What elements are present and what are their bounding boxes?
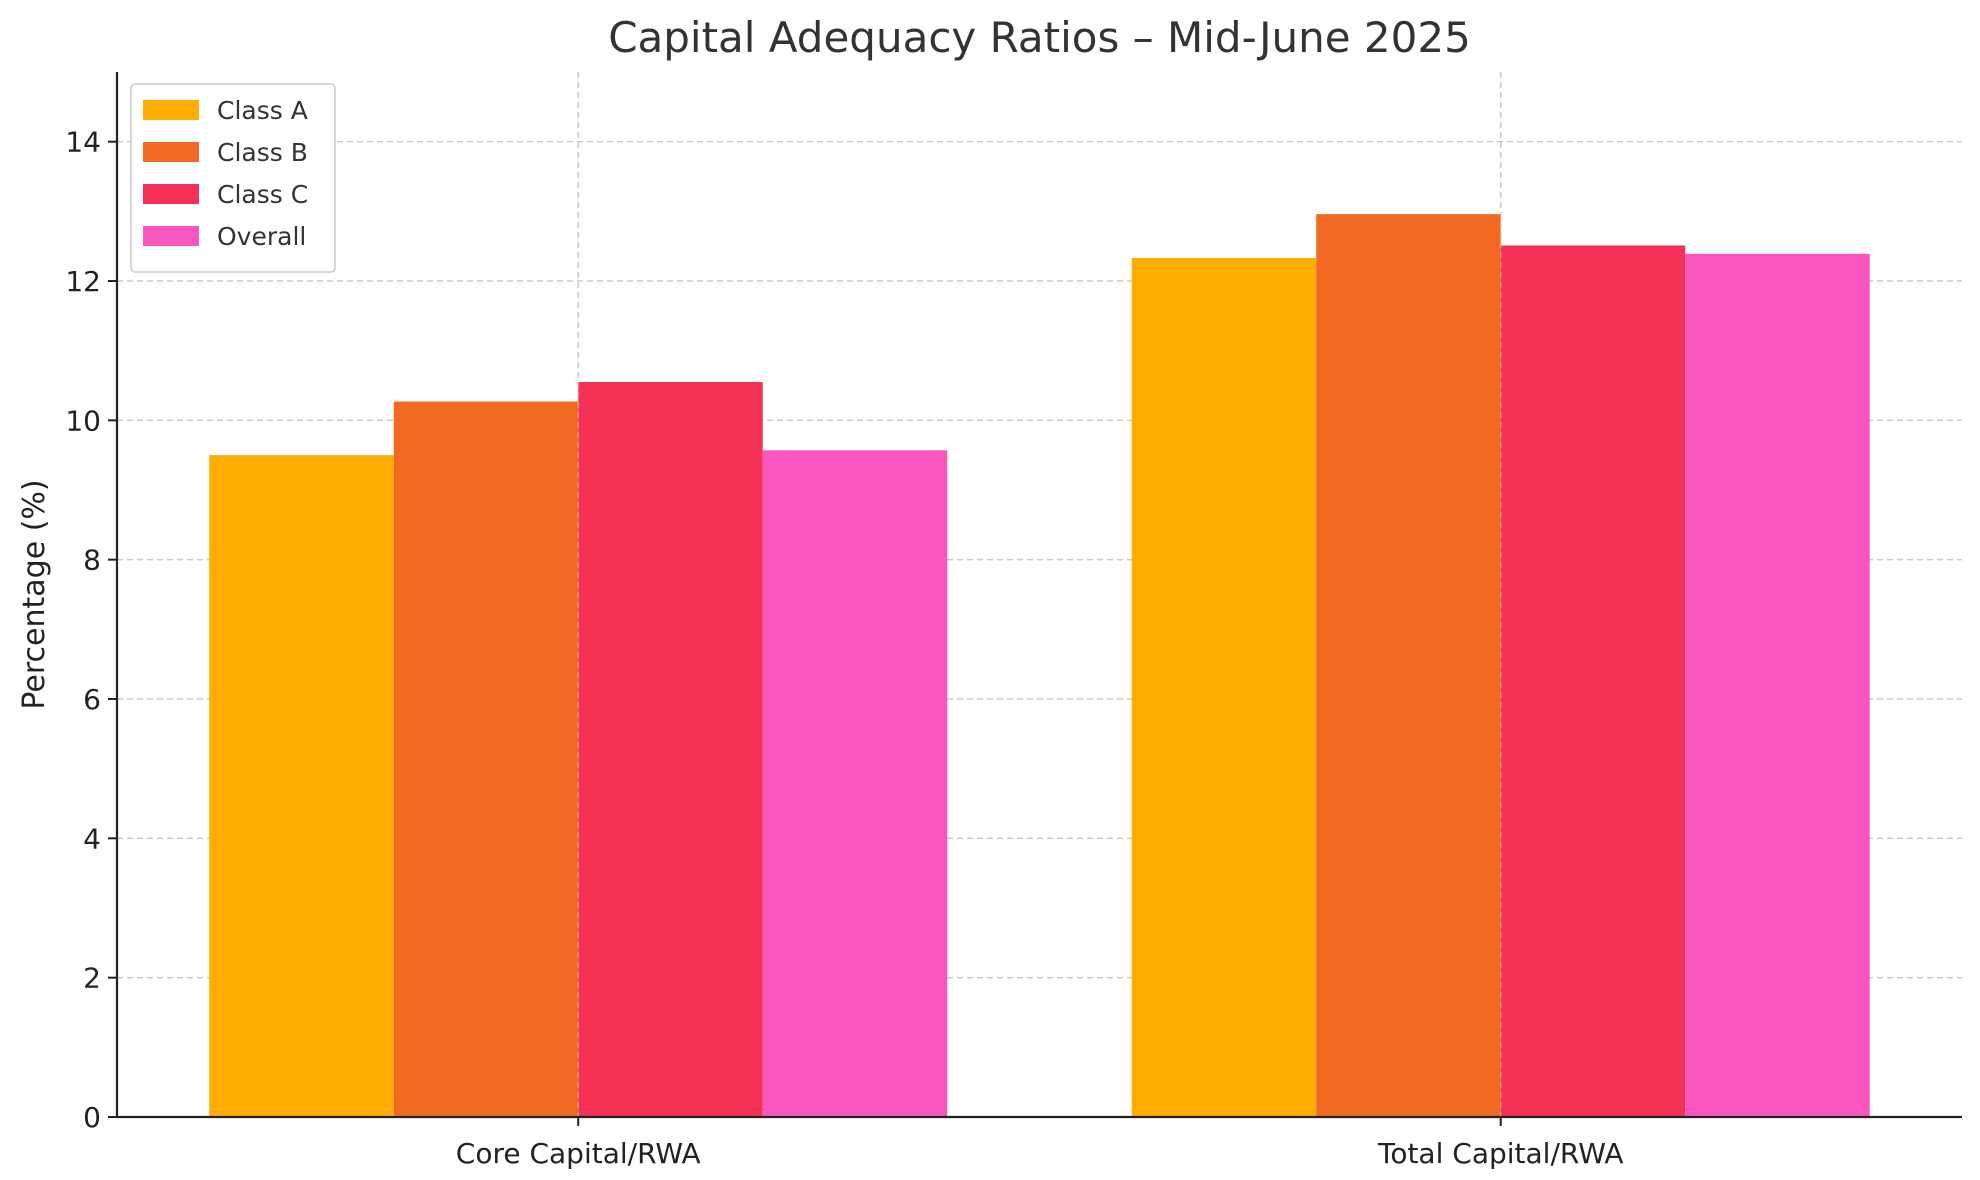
- bar-class-b-1: [1316, 214, 1501, 1117]
- axes-layer: 0 2 4 6 8 10 12 14 Core Capital/RWA Total Capital…: [65, 72, 1962, 1170]
- bar-overall-0: [762, 450, 948, 1117]
- legend-label-class-b: Class B: [217, 138, 308, 167]
- bars-layer: [209, 72, 1870, 1118]
- x-tick-label: Total Capital/RWA: [1377, 1137, 1624, 1170]
- y-axis-label: Percentage (%): [17, 479, 52, 709]
- legend-label-overall: Overall: [217, 222, 306, 251]
- legend-swatch-class-b: [143, 142, 199, 162]
- legend-label-class-a: Class A: [217, 96, 308, 125]
- bar-class-b-0: [393, 401, 579, 1118]
- y-tick-label: 6: [83, 683, 101, 716]
- y-tick-label: 4: [83, 822, 101, 855]
- y-tick-label: 8: [83, 544, 101, 577]
- bar-overall-1: [1685, 253, 1870, 1117]
- bar-class-a-0: [209, 455, 394, 1118]
- legend-swatch-overall: [143, 226, 199, 246]
- y-tick-label: 12: [65, 265, 101, 298]
- legend: Class A Class B Class C Overall: [130, 83, 336, 273]
- chart-title: Capital Adequacy Ratios – Mid-June 2025: [608, 13, 1471, 62]
- legend-frame: [130, 83, 336, 273]
- bar-class-c-1: [1500, 245, 1686, 1118]
- legend-swatch-class-a: [143, 100, 199, 120]
- bar-class-a-1: [1131, 258, 1317, 1117]
- y-tick-label: 10: [65, 404, 101, 437]
- x-tick-label: Core Capital/RWA: [456, 1137, 701, 1170]
- legend-swatch-class-c: [143, 184, 199, 204]
- legend-label-class-c: Class C: [217, 180, 308, 209]
- bar-class-c-0: [578, 382, 763, 1117]
- y-tick-label: 14: [65, 126, 101, 159]
- y-tick-label: 0: [83, 1101, 101, 1134]
- y-tick-label: 2: [83, 962, 101, 995]
